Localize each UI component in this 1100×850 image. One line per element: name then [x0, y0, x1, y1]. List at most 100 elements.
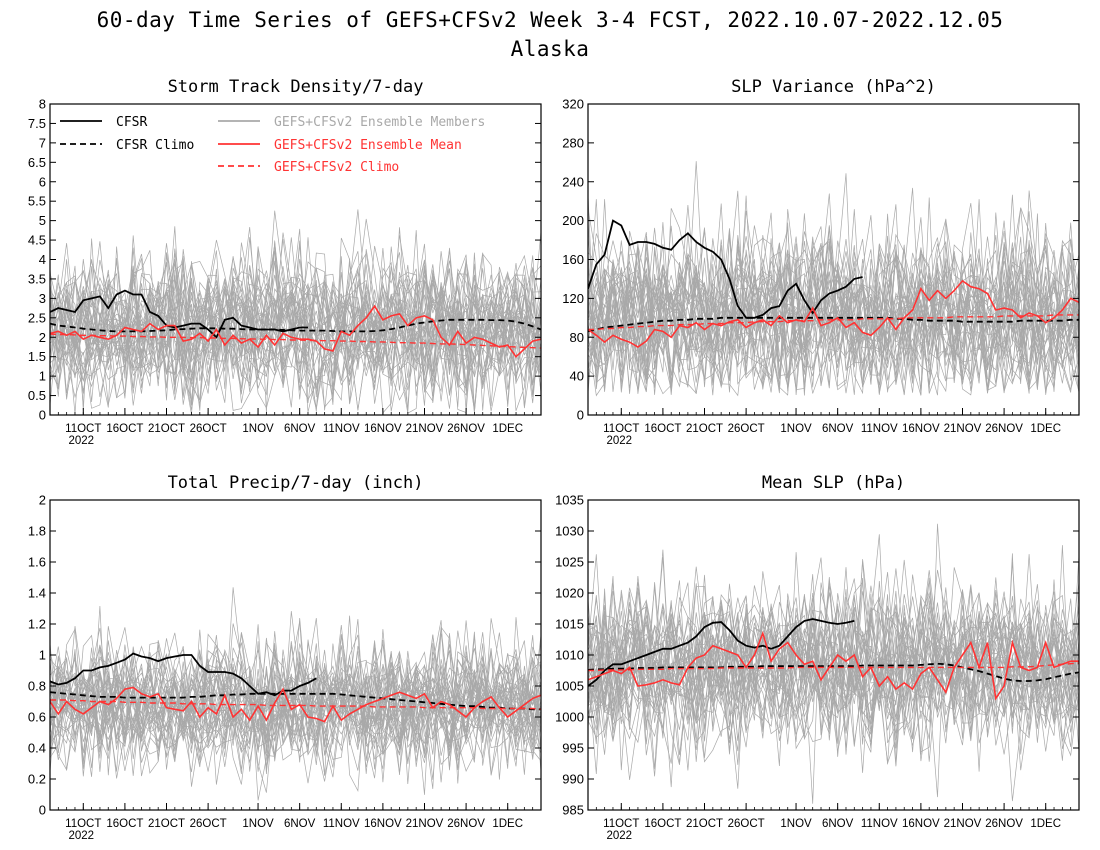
member-line: [50, 246, 541, 405]
member-line: [588, 258, 1079, 394]
x-tick-label: 26OCT: [728, 423, 765, 435]
x-tick-label: 26NOV: [985, 423, 1023, 435]
member-line: [50, 643, 541, 776]
series-gefs-cfsv2-ensemble-mean: [50, 686, 541, 723]
member-line: [50, 620, 541, 779]
y-tick-label: 1: [39, 369, 46, 384]
series-gefs-cfsv2-climo: [588, 314, 1079, 331]
member-line: [50, 651, 541, 782]
legend-label: GEFS+CFSv2 Ensemble Mean: [274, 138, 462, 153]
x-tick-label: 11NOV: [861, 818, 898, 830]
x-tick-label: 6NOV: [284, 423, 316, 435]
figure-title: 60-day Time Series of GEFS+CFSv2 Week 3-…: [96, 8, 1004, 32]
x-tick-label: 21NOV: [944, 818, 982, 830]
y-tick-label: 1000: [555, 710, 584, 725]
x-tick-label: 1DEC: [1030, 818, 1061, 830]
x-tick-label: 11OCT: [65, 818, 101, 830]
y-tick-label: 1.4: [28, 586, 46, 601]
member-line: [588, 187, 1079, 397]
y-tick-label: 1010: [555, 648, 584, 663]
x-tick-label: 16NOV: [902, 818, 940, 830]
y-tick-label: 120: [562, 291, 584, 306]
series-cfsr: [588, 219, 863, 319]
x-tick-label: 26OCT: [190, 818, 227, 830]
y-tick-label: 1020: [555, 586, 584, 601]
member-line: [588, 249, 1079, 391]
member-line: [50, 240, 541, 410]
x-tick-label: 1NOV: [242, 423, 274, 435]
y-tick-label: 8: [39, 97, 46, 112]
member-line: [588, 225, 1079, 395]
y-tick-label: 1035: [555, 493, 584, 508]
member-line: [50, 618, 541, 783]
legend-label: GEFS+CFSv2 Ensemble Members: [274, 115, 485, 130]
y-tick-label: 5: [39, 213, 46, 228]
series-cfsr-climo: [588, 662, 1079, 682]
x-tick-label: 11NOV: [861, 423, 898, 435]
y-tick-label: 0.4: [28, 741, 46, 756]
y-tick-label: 6: [39, 174, 46, 189]
series-gefs-cfsv2-ensemble-mean: [588, 630, 1079, 701]
x-tick-label: 11OCT: [603, 423, 639, 435]
legend: CFSR CFSR Climo GEFS+CFSv2 Ensemble Member…: [60, 115, 485, 175]
x-tick-label: 11NOV: [323, 423, 360, 435]
member-line: [588, 557, 1079, 744]
x-tick-label: 26NOV: [985, 818, 1023, 830]
x-year-label: 2022: [68, 830, 94, 842]
legend-label: GEFS+CFSv2 Climo: [274, 160, 399, 175]
y-tick-label: 1025: [555, 555, 584, 570]
series-gefs-cfsv2-ensemble-mean: [588, 279, 1079, 348]
x-tick-label: 1DEC: [492, 818, 523, 830]
x-tick-label: 21NOV: [406, 818, 444, 830]
y-tick-label: 240: [562, 174, 584, 189]
y-tick-label: 280: [562, 135, 584, 150]
y-tick-label: 0.8: [28, 679, 46, 694]
y-tick-label: 40: [570, 369, 584, 384]
y-tick-label: 5.5: [28, 194, 46, 209]
y-tick-label: 6.5: [28, 155, 46, 170]
x-tick-label: 16OCT: [106, 423, 143, 435]
y-tick-label: 3.5: [28, 271, 46, 286]
member-line: [50, 209, 541, 387]
y-tick-label: 0.6: [28, 710, 46, 725]
member-line: [50, 250, 541, 413]
member-line: [50, 247, 541, 411]
y-tick-label: 2.5: [28, 310, 46, 325]
x-tick-label: 1NOV: [242, 818, 274, 830]
x-tick-label: 26NOV: [447, 818, 485, 830]
member-line: [50, 644, 541, 780]
x-tick-label: 16OCT: [644, 818, 681, 830]
x-tick-label: 21OCT: [148, 818, 185, 830]
ensemble-members: [588, 161, 1079, 397]
member-line: [50, 237, 541, 410]
series-gefs-cfsv2-climo: [50, 333, 541, 349]
member-line: [588, 230, 1079, 390]
x-tick-label: 26NOV: [447, 423, 485, 435]
legend-label: CFSR: [116, 115, 147, 130]
ensemble-members: [588, 523, 1079, 804]
member-line: [588, 588, 1079, 765]
member-line: [50, 618, 541, 785]
x-tick-label: 6NOV: [822, 423, 854, 435]
y-tick-label: 995: [562, 741, 584, 756]
x-tick-label: 26OCT: [728, 818, 765, 830]
figure-subtitle: Alaska: [510, 37, 590, 61]
y-tick-label: 0: [39, 408, 46, 423]
member-line: [588, 240, 1079, 395]
x-tick-label: 16OCT: [644, 423, 681, 435]
x-year-label: 2022: [606, 830, 632, 842]
chart-panel-2: SLP Variance (hPa^2) 0 40 80 120 160 200 240 280…: [562, 77, 1080, 447]
panel-title: SLP Variance (hPa^2): [731, 77, 936, 97]
x-tick-label: 21OCT: [148, 423, 185, 435]
x-tick-label: 16NOV: [364, 423, 402, 435]
series-cfsr: [588, 618, 855, 687]
y-tick-label: 1.6: [28, 555, 46, 570]
member-line: [588, 161, 1079, 394]
y-tick-label: 160: [562, 252, 584, 267]
x-tick-label: 6NOV: [822, 818, 854, 830]
x-tick-label: 11NOV: [323, 818, 360, 830]
series-group: [588, 618, 1079, 701]
y-tick-label: 1.2: [28, 617, 46, 632]
